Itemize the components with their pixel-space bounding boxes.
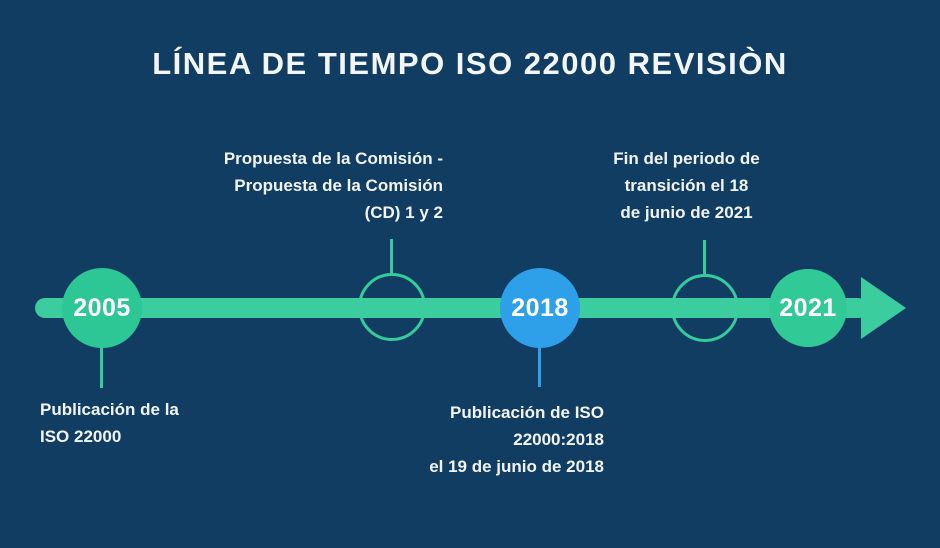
milestone-node-2005: 2005 <box>62 268 142 348</box>
milestone-node-2018: 2018 <box>500 268 580 348</box>
label-line: transición el 18 <box>624 176 749 195</box>
milestone-year: 2005 <box>73 293 131 322</box>
milestone-node-2021: 2021 <box>769 269 847 347</box>
label-line: Publicación de la <box>40 400 179 419</box>
connector-2018 <box>538 340 541 387</box>
timeline-bar <box>35 298 868 318</box>
page-title: LÍNEA DE TIEMPO ISO 22000 REVISIÒN <box>152 46 788 81</box>
label-2018: Publicación de ISO 22000:2018 el 19 de j… <box>370 399 604 480</box>
connector-2005 <box>100 340 103 388</box>
label-line: Propuesta de la Comisión - <box>223 149 443 168</box>
connector-proposal <box>390 239 393 274</box>
label-line: de junio de 2021 <box>620 203 753 222</box>
connector-transition <box>703 240 706 275</box>
label-line: Propuesta de la Comisión <box>234 176 443 195</box>
milestone-year: 2021 <box>779 293 837 322</box>
timeline-arrow-icon <box>861 277 906 339</box>
label-proposal: Propuesta de la Comisión - Propuesta de … <box>150 145 443 226</box>
label-line: ISO 22000 <box>40 427 122 446</box>
label-line: Fin del periodo de <box>613 149 760 168</box>
milestone-year: 2018 <box>511 293 569 322</box>
label-transition: Fin del periodo de transición el 18 de j… <box>583 145 790 226</box>
label-line: Publicación de ISO <box>450 403 604 422</box>
label-2005: Publicación de la ISO 22000 <box>40 396 280 450</box>
label-line: (CD) 1 y 2 <box>364 203 443 222</box>
label-line: 22000:2018 <box>513 430 604 449</box>
label-line: el 19 de junio de 2018 <box>429 457 604 476</box>
